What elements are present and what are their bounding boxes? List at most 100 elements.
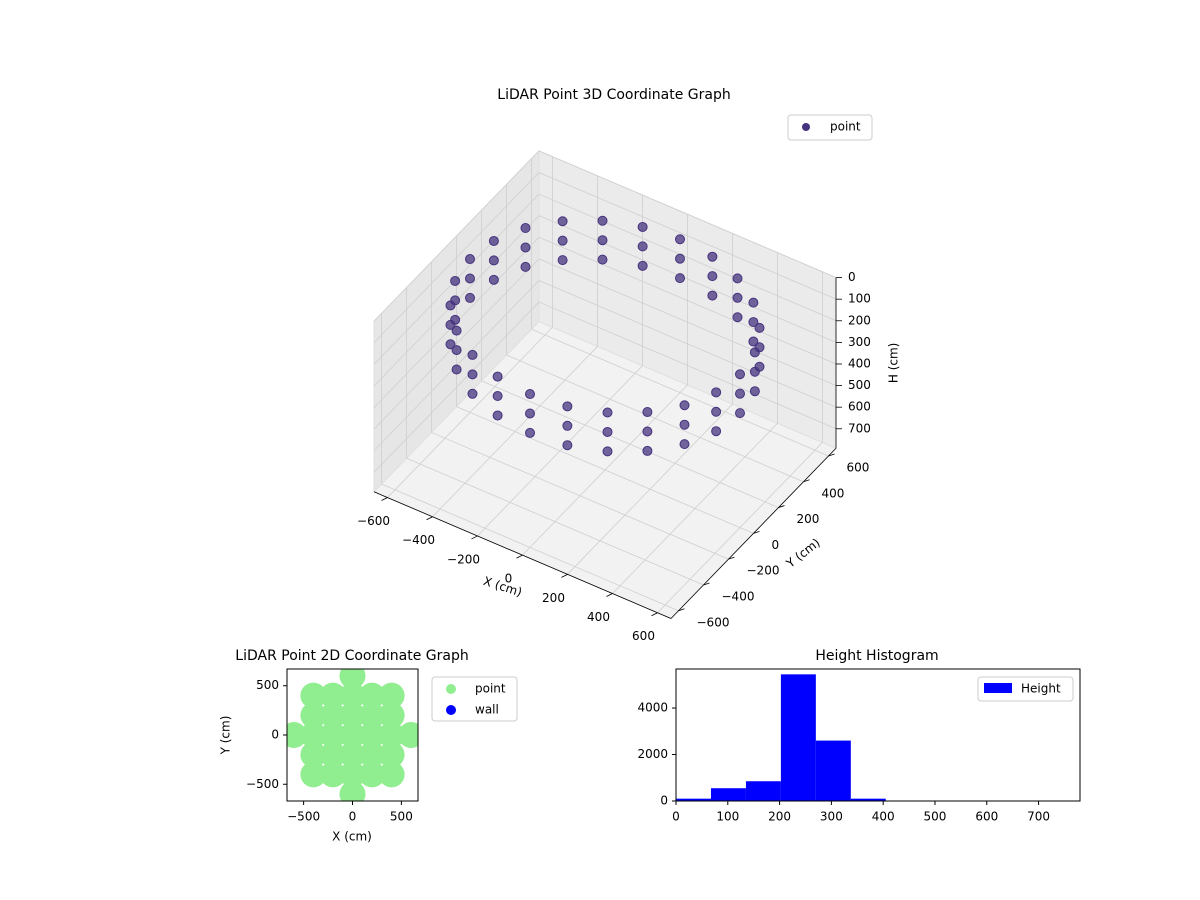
legend-marker bbox=[446, 705, 456, 715]
grid-line bbox=[538, 215, 837, 343]
legend-marker bbox=[802, 123, 810, 131]
point bbox=[679, 419, 690, 430]
point bbox=[557, 216, 568, 227]
point bbox=[679, 400, 690, 411]
x-axis-label: X (cm) bbox=[332, 830, 372, 844]
x-tick-label: −500 bbox=[287, 810, 320, 824]
point bbox=[378, 722, 405, 748]
point bbox=[637, 260, 648, 271]
point bbox=[339, 669, 366, 689]
x-tick-label: 400 bbox=[872, 810, 895, 824]
tick-mark bbox=[753, 530, 760, 534]
z-tick-label: 500 bbox=[848, 378, 871, 392]
y-axis bbox=[670, 447, 837, 619]
point bbox=[637, 241, 648, 252]
point bbox=[359, 761, 386, 788]
point bbox=[557, 235, 568, 246]
point bbox=[339, 741, 366, 768]
point bbox=[319, 761, 346, 788]
point bbox=[378, 741, 405, 768]
point bbox=[451, 364, 462, 375]
y-axis-label: Y (cm) bbox=[219, 716, 233, 756]
point bbox=[748, 317, 759, 328]
x-tick-label: −200 bbox=[447, 552, 480, 566]
point bbox=[525, 427, 535, 438]
y-tick-label: −600 bbox=[697, 615, 730, 629]
grid-line bbox=[538, 172, 837, 300]
point bbox=[445, 300, 456, 311]
grid-line bbox=[373, 301, 540, 473]
legend-marker bbox=[984, 683, 1012, 693]
y-tick-label: 2000 bbox=[637, 747, 668, 761]
grid-line bbox=[373, 172, 540, 344]
point bbox=[732, 312, 743, 323]
z-tick-label: 200 bbox=[848, 313, 871, 327]
grid-line bbox=[538, 193, 837, 322]
point bbox=[378, 761, 405, 788]
point bbox=[735, 408, 745, 419]
point bbox=[300, 702, 327, 729]
point bbox=[602, 407, 613, 418]
tick-mark bbox=[678, 608, 685, 612]
x-tick-label: 100 bbox=[716, 810, 739, 824]
grid-line bbox=[538, 258, 837, 386]
point bbox=[749, 347, 760, 358]
point bbox=[319, 682, 346, 709]
point bbox=[562, 420, 573, 431]
y-tick-label: −400 bbox=[722, 589, 755, 603]
point bbox=[492, 371, 503, 382]
point bbox=[359, 741, 386, 768]
point bbox=[445, 319, 456, 330]
y-tick-label: 500 bbox=[256, 678, 279, 692]
point bbox=[711, 426, 722, 437]
x-tick-label: 200 bbox=[542, 591, 565, 605]
z-axis-label: H (cm) bbox=[887, 343, 901, 384]
point bbox=[520, 261, 531, 272]
point bbox=[492, 391, 503, 402]
y-tick-label: 0 bbox=[271, 728, 279, 742]
tick-mark bbox=[516, 554, 523, 559]
point bbox=[488, 274, 499, 285]
tick-mark bbox=[651, 612, 658, 617]
point bbox=[597, 215, 608, 226]
bar bbox=[676, 798, 711, 801]
point bbox=[711, 387, 722, 398]
point bbox=[562, 440, 573, 451]
grid-line bbox=[538, 150, 837, 278]
point bbox=[339, 781, 366, 801]
point bbox=[492, 410, 503, 421]
bar bbox=[815, 740, 851, 801]
y-tick-label: 0 bbox=[660, 794, 668, 808]
point bbox=[749, 366, 760, 377]
point bbox=[465, 254, 475, 265]
x-tick-label: −400 bbox=[402, 533, 435, 547]
y-tick-label: −200 bbox=[747, 564, 780, 578]
bar bbox=[780, 674, 816, 801]
point bbox=[445, 339, 456, 350]
grid-line bbox=[373, 150, 540, 322]
point bbox=[319, 722, 346, 748]
point bbox=[450, 275, 461, 286]
x-tick-label: 600 bbox=[975, 810, 998, 824]
z-tick-label: 400 bbox=[848, 356, 871, 370]
x-tick-label: 400 bbox=[587, 610, 610, 624]
point bbox=[557, 255, 568, 266]
point bbox=[707, 271, 718, 282]
point bbox=[398, 722, 418, 748]
axes-frame bbox=[675, 668, 1081, 802]
point bbox=[339, 702, 366, 729]
legend-label: wall bbox=[475, 703, 499, 717]
tick-mark bbox=[606, 593, 613, 597]
grid-line bbox=[381, 483, 679, 612]
x-tick-label: 700 bbox=[1027, 810, 1050, 824]
legend-label: point bbox=[830, 120, 861, 134]
z-tick-label: 300 bbox=[848, 335, 871, 349]
tick-mark bbox=[778, 505, 785, 508]
tick-mark bbox=[561, 573, 568, 578]
point bbox=[732, 292, 743, 303]
grid-line bbox=[538, 236, 837, 365]
point bbox=[754, 322, 765, 333]
x-tick-label: 0 bbox=[672, 810, 680, 824]
point bbox=[300, 761, 327, 788]
tick-mark bbox=[803, 479, 810, 483]
